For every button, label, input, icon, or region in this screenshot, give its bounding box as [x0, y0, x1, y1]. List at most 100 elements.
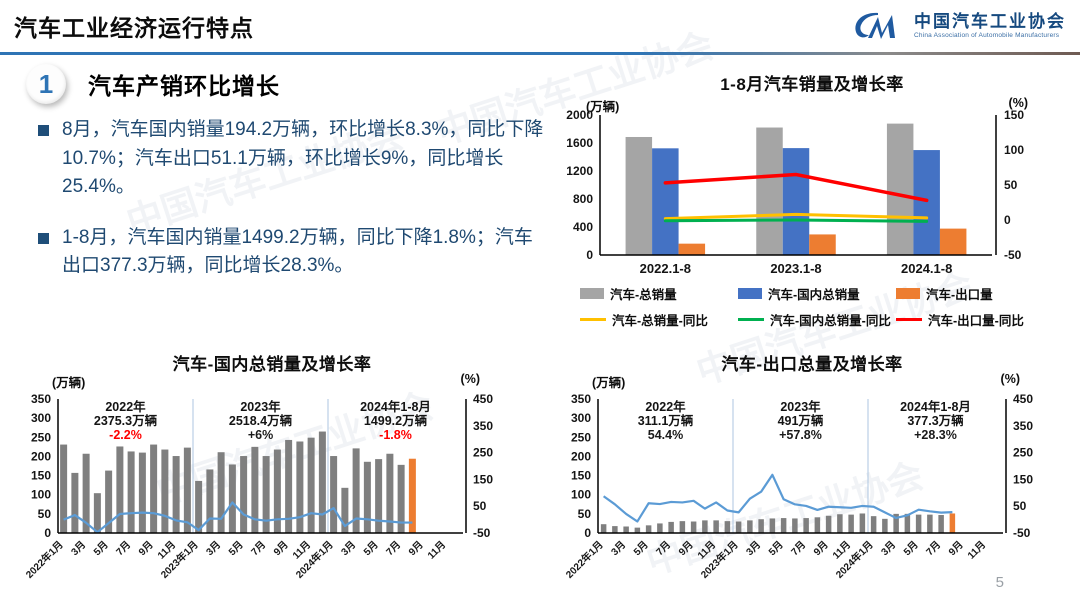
legend-item: 汽车-总销量-同比 [580, 310, 738, 329]
svg-text:200: 200 [31, 449, 51, 463]
chart-export-monthly: 汽车-出口总量及增长率 (万辆) (%) 0 50 100 150 200 250 300 3… [548, 346, 1076, 604]
legend-label: 汽车-国内总销量-同比 [770, 314, 891, 328]
section-number: 1 [38, 68, 54, 99]
grouped-bar-line-plot: 0 400 800 1200 1600 2000 -50 0 50 100 150 2022.1-8 2… [566, 108, 1024, 276]
svg-text:2022年: 2022年 [645, 399, 686, 414]
monthly-bar-line-plot: 0 50 100 150 200 250 300 350 -50 50 150 250 350 450 20… [23, 392, 494, 581]
svg-text:+28.3%: +28.3% [914, 428, 957, 442]
svg-text:0: 0 [586, 248, 593, 262]
svg-text:11月: 11月 [965, 539, 988, 562]
svg-text:50: 50 [578, 507, 592, 521]
svg-text:2000: 2000 [566, 108, 593, 122]
legend-item: 汽车-总销量 [580, 284, 738, 303]
bullet-text: 1-8月，汽车国内销量1499.2万辆，同比下降1.8%；汽车出口377.3万辆… [62, 226, 533, 277]
legend-label: 汽车-总销量 [610, 288, 677, 302]
bullet-item: 1-8月，汽车国内销量1499.2万辆，同比下降1.8%；汽车出口377.3万辆… [38, 224, 550, 281]
svg-text:5月: 5月 [766, 539, 785, 558]
legend-label: 汽车-出口量-同比 [928, 314, 1024, 328]
svg-text:9月: 9月 [136, 539, 155, 558]
svg-text:150: 150 [571, 469, 591, 483]
monthly-bar-line-plot: 0 50 100 150 200 250 300 350 -50 50 150 250 350 450 20… [563, 392, 1034, 581]
svg-text:450: 450 [473, 392, 493, 406]
chart-legend: 汽车-总销量 汽车-国内总销量 汽车-出口量汽车-总销量-同比 汽车-国内总销量-同比… [552, 284, 1072, 329]
svg-text:1200: 1200 [566, 164, 593, 178]
svg-text:2022年1月: 2022年1月 [23, 538, 66, 581]
svg-text:-50: -50 [1013, 526, 1031, 540]
svg-text:2024年1-8月: 2024年1-8月 [900, 399, 971, 414]
svg-text:54.4%: 54.4% [648, 428, 683, 442]
svg-text:0: 0 [1004, 213, 1011, 227]
svg-text:50: 50 [1004, 178, 1018, 192]
caam-logo-icon [855, 12, 895, 39]
bullet-text: 8月，汽车国内销量194.2万辆，环比增长8.3%，同比下降10.7%；汽车出口… [62, 119, 544, 197]
svg-text:491万辆: 491万辆 [778, 413, 824, 428]
axis-unit-left: (万辆) [592, 376, 626, 390]
svg-text:50: 50 [38, 507, 52, 521]
svg-text:150: 150 [1004, 108, 1024, 122]
legend-swatch-icon [738, 317, 764, 322]
bullet-square-icon [38, 232, 49, 244]
svg-text:50: 50 [473, 499, 487, 513]
svg-text:9月: 9月 [406, 539, 425, 558]
svg-text:100: 100 [31, 488, 51, 502]
svg-text:2023年: 2023年 [780, 399, 821, 414]
svg-text:250: 250 [571, 430, 591, 444]
axis-unit-right: (%) [1008, 96, 1028, 110]
header: 汽车工业经济运行特点 中国汽车工业协会 China Association of… [0, 0, 1080, 52]
axis-unit-right: (%) [460, 372, 480, 386]
svg-text:2022年: 2022年 [105, 399, 146, 414]
svg-text:2024年1-8月: 2024年1-8月 [360, 399, 431, 414]
svg-text:0: 0 [44, 526, 51, 540]
svg-text:9月: 9月 [676, 539, 695, 558]
svg-text:7月: 7月 [789, 539, 808, 558]
legend-swatch-icon [580, 317, 606, 322]
svg-text:5月: 5月 [361, 539, 380, 558]
logo-name-cn: 中国汽车工业协会 [914, 12, 1066, 32]
svg-text:3月: 3月 [204, 539, 223, 558]
svg-text:250: 250 [31, 430, 51, 444]
svg-text:7月: 7月 [924, 539, 943, 558]
svg-text:1600: 1600 [566, 136, 593, 150]
logo: 中国汽车工业协会 China Association of Automobile… [848, 8, 1066, 44]
svg-text:1499.2万辆: 1499.2万辆 [364, 413, 428, 428]
svg-text:300: 300 [31, 411, 51, 425]
svg-text:250: 250 [1013, 446, 1033, 460]
svg-text:+6%: +6% [248, 428, 273, 442]
svg-text:50: 50 [1013, 499, 1027, 513]
legend-item: 汽车-出口量 [896, 284, 1054, 303]
section-number-badge: 1 [26, 64, 66, 104]
page-number: 5 [995, 574, 1004, 591]
chart-domestic-monthly: 汽车-国内总销量及增长率 (万辆) (%) 0 50 100 150 200 250 300… [8, 346, 536, 604]
svg-text:5月: 5月 [901, 539, 920, 558]
chart-sales-summary: 1-8月汽车销量及增长率 (万辆) (%) 0 400 800 1200 1600 200… [552, 60, 1072, 346]
axis-unit-left: (万辆) [52, 376, 86, 390]
svg-text:3月: 3月 [609, 539, 628, 558]
svg-text:200: 200 [571, 449, 591, 463]
svg-text:2022.1-8: 2022.1-8 [640, 261, 691, 276]
bullet-item: 8月，汽车国内销量194.2万辆，环比增长8.3%，同比下降10.7%；汽车出口… [38, 116, 550, 202]
legend-swatch-icon [896, 317, 922, 322]
axis-unit-left: (万辆) [586, 100, 620, 114]
svg-text:2022年1月: 2022年1月 [563, 538, 606, 581]
svg-text:2375.3万辆: 2375.3万辆 [94, 413, 158, 428]
svg-text:7月: 7月 [654, 539, 673, 558]
svg-text:2023年: 2023年 [240, 399, 281, 414]
svg-text:3月: 3月 [879, 539, 898, 558]
svg-text:150: 150 [1013, 472, 1033, 486]
svg-text:377.3万辆: 377.3万辆 [907, 413, 964, 428]
legend-swatch-icon [896, 288, 920, 299]
svg-text:2024.1-8: 2024.1-8 [901, 261, 952, 276]
svg-text:-50: -50 [473, 526, 491, 540]
legend-row: 汽车-总销量 汽车-国内总销量 汽车-出口量 [580, 284, 1072, 303]
svg-text:7月: 7月 [249, 539, 268, 558]
svg-text:9月: 9月 [271, 539, 290, 558]
svg-text:7月: 7月 [114, 539, 133, 558]
svg-text:150: 150 [31, 469, 51, 483]
svg-text:150: 150 [473, 472, 493, 486]
svg-text:800: 800 [573, 192, 593, 206]
legend-item: 汽车-国内总销量 [738, 284, 896, 303]
svg-text:0: 0 [584, 526, 591, 540]
svg-text:250: 250 [473, 446, 493, 460]
svg-text:350: 350 [1013, 419, 1033, 433]
